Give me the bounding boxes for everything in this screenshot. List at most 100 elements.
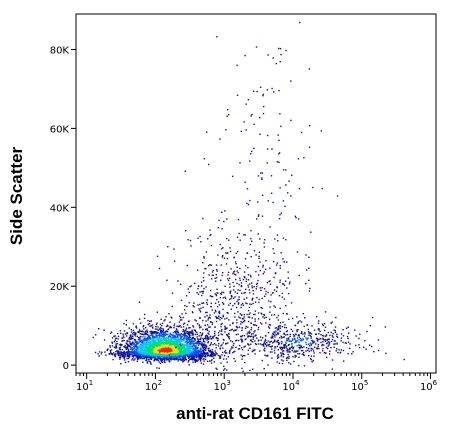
event-dot [200,353,202,355]
event-dot [236,270,238,272]
event-dot [196,333,198,335]
event-dot [324,340,327,343]
event-dot [283,346,285,348]
event-dot [263,295,266,297]
event-dot [161,330,164,333]
event-dot [224,318,226,320]
event-dot [285,334,287,336]
event-dot [263,317,266,319]
event-dot [139,354,141,357]
event-dot [184,170,186,172]
event-dot [213,357,215,359]
event-dot [276,341,278,343]
event-dot [305,254,307,256]
event-dot [185,312,187,314]
event-dot [143,328,145,330]
event-dot [142,357,144,360]
event-dot [336,335,338,338]
event-dot [336,348,338,350]
event-dot [188,327,190,329]
event-dot [297,329,299,331]
event-dot [303,335,306,337]
event-dot [122,355,124,357]
event-dot [179,339,182,341]
event-dot [161,354,163,356]
event-dot [272,332,274,334]
event-dot [170,340,172,342]
event-dot [123,357,125,360]
event-dot [303,352,305,354]
event-dot [242,304,245,306]
event-dot [286,339,288,341]
event-dot [251,113,253,116]
event-dot [324,329,326,332]
event-dot [210,342,213,344]
event-dot [183,359,185,362]
event-dot [143,338,145,340]
event-dot [191,329,193,332]
event-dot [154,331,156,333]
event-dot [183,335,185,337]
event-dot [277,333,279,335]
event-dot [138,351,140,353]
event-dot [318,320,320,322]
event-dot [235,306,238,309]
event-dot [149,347,152,350]
event-dot [273,91,275,93]
event-dot [254,320,256,322]
event-dot [120,353,122,355]
event-dot [194,352,196,354]
event-dot [143,357,145,360]
event-dot [267,355,269,357]
event-dot [121,340,123,342]
event-dot [316,315,318,318]
event-dot [172,351,175,354]
event-dot [130,346,132,349]
event-dot [312,350,315,352]
event-dot [196,336,198,338]
event-dot [132,323,135,325]
event-dot [328,341,331,343]
event-dot [165,344,168,347]
event-dot [208,337,210,339]
event-dot [225,129,227,131]
event-dot [288,348,290,351]
event-dot [176,352,179,354]
event-dot [202,353,204,356]
event-dot [231,346,233,348]
event-dot [234,291,236,293]
event-dot [163,341,166,344]
event-dot [157,345,160,348]
event-dot [244,234,246,236]
event-dot [209,264,211,266]
event-dot [209,234,211,237]
event-dot [161,359,163,362]
event-dot [160,346,163,348]
event-dot [267,134,269,137]
event-dot [228,239,230,241]
event-dot [231,328,233,331]
event-dot [146,346,149,349]
event-dot [125,351,128,353]
event-dot [176,341,178,343]
event-dot [218,343,220,345]
event-dot [268,345,270,347]
event-dot [203,360,205,362]
event-dot [212,355,214,358]
event-dot [186,305,188,308]
event-dot [132,342,134,344]
event-dot [262,337,264,339]
event-dot [261,172,264,174]
event-dot [254,324,256,326]
event-dot [288,339,290,341]
event-dot [266,162,268,164]
event-dot [172,332,175,334]
event-dot [168,354,171,356]
event-dot [263,341,266,343]
event-dot [226,109,229,111]
event-dot [142,344,144,346]
event-dot [268,280,270,283]
event-dot [269,267,271,269]
event-dot [128,355,130,357]
